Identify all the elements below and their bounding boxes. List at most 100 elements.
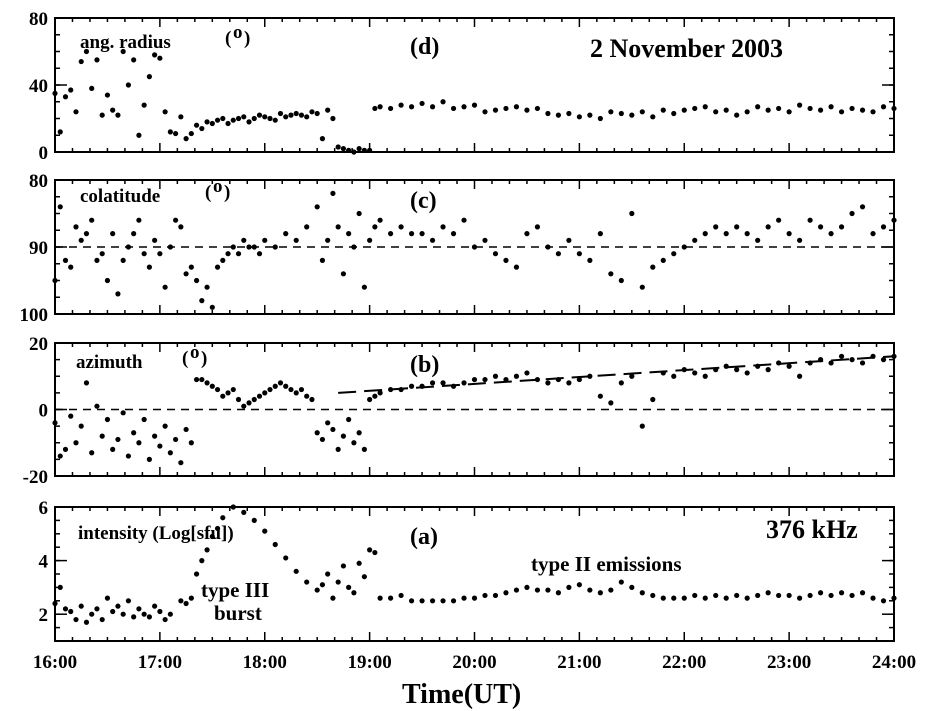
data-point bbox=[68, 87, 74, 93]
data-point bbox=[870, 595, 876, 601]
y-tick-label: 100 bbox=[20, 305, 49, 326]
data-point bbox=[429, 598, 436, 604]
panels: 0 40 80 80 90 100 -20 0 20 2 4 6 16:00 17:00 18:00 19:0… bbox=[20, 9, 917, 673]
data-point bbox=[639, 284, 645, 290]
data-point bbox=[83, 231, 90, 237]
data-point bbox=[492, 592, 499, 599]
data-point bbox=[304, 224, 310, 230]
data-point bbox=[157, 608, 163, 615]
data-point bbox=[256, 393, 263, 399]
data-point bbox=[545, 380, 551, 386]
data-point bbox=[807, 217, 813, 223]
data-point bbox=[440, 380, 446, 386]
data-point bbox=[356, 210, 362, 217]
data-point bbox=[765, 107, 771, 113]
data-point bbox=[692, 370, 698, 376]
annotation-type-iii: type III bbox=[201, 578, 269, 602]
data-point bbox=[534, 587, 541, 593]
data-point bbox=[367, 147, 373, 153]
data-point bbox=[776, 592, 782, 599]
data-point bbox=[587, 257, 593, 263]
data-point bbox=[314, 110, 320, 117]
data-point bbox=[152, 603, 158, 609]
data-point bbox=[692, 105, 698, 112]
data-point bbox=[398, 386, 404, 393]
data-point bbox=[120, 611, 126, 617]
data-point bbox=[545, 587, 551, 593]
data-point bbox=[838, 109, 845, 115]
data-point bbox=[880, 224, 887, 230]
data-point bbox=[293, 568, 299, 574]
data-point bbox=[713, 367, 719, 373]
data-point bbox=[346, 584, 352, 591]
trend-line bbox=[338, 355, 895, 394]
data-point bbox=[849, 105, 855, 112]
data-point bbox=[204, 380, 210, 386]
data-point bbox=[671, 373, 677, 379]
data-point bbox=[125, 598, 132, 604]
data-point bbox=[482, 592, 488, 599]
data-point bbox=[230, 117, 236, 123]
data-point bbox=[251, 396, 257, 403]
data-point bbox=[503, 376, 509, 383]
data-point bbox=[52, 600, 58, 607]
y-tick-label: 4 bbox=[39, 552, 49, 573]
x-tick-label: 24:00 bbox=[872, 652, 916, 673]
data-point bbox=[73, 616, 79, 623]
panel-b-unit-sup: o bbox=[190, 342, 200, 363]
data-point bbox=[314, 204, 320, 210]
data-point bbox=[608, 271, 614, 277]
data-point bbox=[225, 120, 231, 127]
data-point bbox=[214, 525, 221, 532]
data-point bbox=[849, 592, 855, 599]
data-point bbox=[408, 598, 415, 604]
data-point bbox=[89, 85, 95, 91]
data-point bbox=[555, 590, 562, 596]
data-point bbox=[797, 102, 803, 108]
x-tick-label: 17:00 bbox=[138, 652, 182, 673]
data-point bbox=[136, 606, 142, 612]
data-point bbox=[361, 147, 367, 153]
data-point bbox=[125, 244, 132, 250]
data-point bbox=[524, 370, 530, 376]
frequency-label: 376 kHz bbox=[766, 515, 858, 544]
data-point bbox=[120, 410, 126, 416]
data-point bbox=[241, 114, 247, 120]
x-tick-label: 18:00 bbox=[243, 652, 287, 673]
data-point bbox=[173, 217, 179, 223]
data-point bbox=[188, 595, 194, 601]
data-point bbox=[214, 117, 221, 123]
data-point bbox=[870, 231, 876, 237]
panel-b-frame bbox=[54, 342, 895, 477]
annotation-type-ii: type II emissions bbox=[531, 552, 682, 576]
data-point bbox=[83, 48, 90, 55]
data-point bbox=[859, 204, 866, 210]
data-point bbox=[110, 446, 116, 452]
data-point bbox=[356, 146, 362, 152]
data-point bbox=[272, 244, 278, 250]
data-point bbox=[650, 114, 656, 120]
data-point bbox=[335, 144, 341, 150]
data-point bbox=[220, 393, 226, 399]
data-point bbox=[828, 592, 834, 599]
data-point bbox=[115, 603, 121, 609]
data-point bbox=[555, 112, 562, 118]
y-tick-label: 80 bbox=[29, 9, 48, 30]
data-point bbox=[681, 367, 687, 373]
data-point bbox=[325, 420, 331, 426]
data-point bbox=[361, 284, 367, 290]
data-point bbox=[131, 231, 137, 237]
data-point bbox=[78, 237, 84, 243]
data-point bbox=[89, 450, 95, 456]
data-point bbox=[73, 224, 79, 230]
data-point bbox=[272, 117, 278, 123]
data-point bbox=[377, 104, 383, 110]
data-point bbox=[78, 58, 84, 65]
x-axis-title: Time(UT) bbox=[402, 679, 521, 710]
panel-d-unit-sup: o bbox=[233, 22, 243, 43]
data-point bbox=[262, 114, 268, 120]
data-point bbox=[702, 595, 708, 601]
data-point bbox=[220, 515, 226, 521]
data-point bbox=[786, 592, 792, 599]
data-point bbox=[681, 244, 687, 250]
